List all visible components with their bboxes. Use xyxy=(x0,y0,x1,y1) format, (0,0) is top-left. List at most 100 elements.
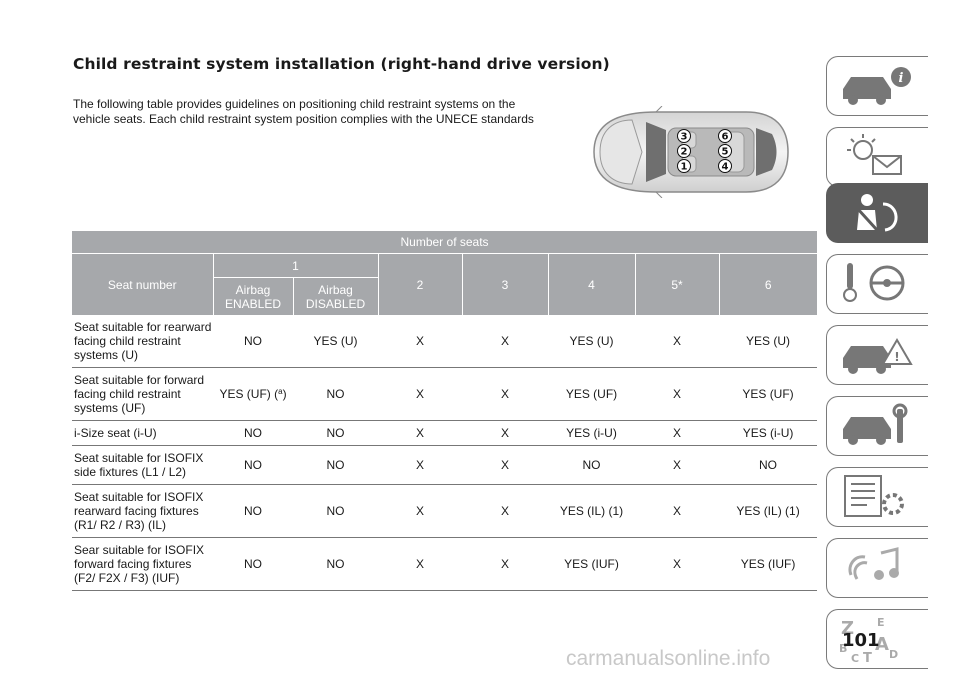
watermark: carmanualsonline.info xyxy=(566,647,771,670)
seat-6-cell: YES (U) xyxy=(719,315,818,368)
seat-1-header: 1 xyxy=(213,253,379,278)
seat-5-cell: X xyxy=(635,484,719,538)
seat-2-cell: X xyxy=(378,315,462,368)
seat-4-header: 4 xyxy=(548,253,636,315)
dashboard-lights-icon xyxy=(847,134,902,175)
seat-6-cell: YES (UF) xyxy=(719,367,818,421)
airbag-disabled-cell: NO xyxy=(293,445,378,485)
airbag-enabled-cell: NO xyxy=(213,445,293,485)
svg-text:Z: Z xyxy=(841,618,854,639)
seat-label-5: 5 xyxy=(722,147,729,158)
seat-2-cell: X xyxy=(378,484,462,538)
airbag-enabled-cell: NO xyxy=(213,537,293,591)
seat-label-4: 4 xyxy=(722,162,729,173)
seat-5-cell: X xyxy=(635,315,719,368)
row-label: Seat suitable for ISOFIX side fixtures (… xyxy=(72,445,213,485)
tab-car-info[interactable]: i xyxy=(826,56,928,116)
seat-5-cell: X xyxy=(635,367,719,421)
car-seat-diagram: 3 6 2 5 1 4 xyxy=(593,106,789,198)
page-number: 101 xyxy=(842,630,880,651)
seat-2-header: 2 xyxy=(378,253,463,315)
airbag-disabled-cell: NO xyxy=(293,484,378,538)
svg-text:E: E xyxy=(877,616,885,629)
seat-3-cell: X xyxy=(462,484,548,538)
row-label: Sear suitable for ISOFIX forward facing … xyxy=(72,537,213,591)
page-title: Child restraint system installation (rig… xyxy=(73,55,610,73)
row-label: Seat suitable for forward facing child r… xyxy=(72,367,213,421)
airbag-disabled-cell: YES (U) xyxy=(293,315,378,368)
airbag-disabled-cell: NO xyxy=(293,537,378,591)
index-letters-icon: Z E B A D C T xyxy=(839,616,898,662)
seat-label-1: 1 xyxy=(681,162,688,173)
airbag-enabled-cell: YES (UF) (a) xyxy=(213,367,293,421)
seat-label-2: 2 xyxy=(681,147,688,158)
seat-2-cell: X xyxy=(378,420,462,446)
seat-6-cell: NO xyxy=(719,445,818,485)
seat-4-cell: YES (UF) xyxy=(548,367,635,421)
tab-index[interactable]: Z E B A D C T xyxy=(826,609,928,669)
tab-technical-data[interactable] xyxy=(826,467,928,527)
airbag-enabled-cell: NO xyxy=(213,484,293,538)
seat-label-3: 3 xyxy=(681,132,688,143)
svg-text:A: A xyxy=(875,634,889,655)
seat-2-cell: X xyxy=(378,367,462,421)
number-of-seats-header: Number of seats xyxy=(72,231,818,254)
svg-text:T: T xyxy=(863,651,872,662)
airbag-enabled-header: Airbag ENABLED xyxy=(213,277,294,315)
table-row: i-Size seat (i-U) NO NO X X YES (i-U) X YES (i-… xyxy=(72,420,818,446)
svg-text:!: ! xyxy=(894,350,899,364)
airbag-disabled-cell: NO xyxy=(293,420,378,446)
seat-3-cell: X xyxy=(462,315,548,368)
tab-servicing[interactable] xyxy=(826,396,928,456)
table-row: Sear suitable for ISOFIX forward facing … xyxy=(72,537,818,591)
seat-4-cell: YES (IUF) xyxy=(548,537,635,591)
car-maintenance-icon xyxy=(843,403,908,445)
seat-6-cell: YES (IUF) xyxy=(719,537,818,591)
steering-key-icon xyxy=(843,263,905,302)
seat-4-cell: YES (i-U) xyxy=(548,420,635,446)
svg-text:i: i xyxy=(899,71,904,86)
airbag-disabled-header: Airbag DISABLED xyxy=(293,277,379,315)
table-row: Seat suitable for forward facing child r… xyxy=(72,367,818,421)
seat-6-cell: YES (IL) (1) xyxy=(719,484,818,538)
seat-5-cell: X xyxy=(635,537,719,591)
seat-3-cell: X xyxy=(462,367,548,421)
car-breakdown-icon: ! xyxy=(843,338,913,374)
airbag-enabled-cell: NO xyxy=(213,315,293,368)
seat-3-cell: X xyxy=(462,537,548,591)
multimedia-icon xyxy=(848,547,899,580)
seat-6-cell: YES (i-U) xyxy=(719,420,818,446)
table-row: Seat suitable for rearward facing child … xyxy=(72,315,818,368)
seat-6-header: 6 xyxy=(719,253,818,315)
seat-4-cell: YES (IL) (1) xyxy=(548,484,635,538)
airbag-disabled-cell: NO xyxy=(293,367,378,421)
seat-5-header: 5* xyxy=(635,253,720,315)
seat-5-cell: X xyxy=(635,445,719,485)
seat-label-6: 6 xyxy=(722,132,729,143)
tab-emergency[interactable]: ! xyxy=(826,325,928,385)
table-row: Seat suitable for ISOFIX side fixtures (… xyxy=(72,445,818,485)
table-row: Seat suitable for ISOFIX rearward facing… xyxy=(72,484,818,538)
tab-dashboard-lights[interactable] xyxy=(826,127,928,187)
seat-3-cell: X xyxy=(462,420,548,446)
svg-text:B: B xyxy=(839,642,847,655)
seat-3-cell: X xyxy=(462,445,548,485)
svg-text:C: C xyxy=(851,652,859,662)
seat-4-cell: YES (U) xyxy=(548,315,635,368)
tab-starting-driving[interactable] xyxy=(826,254,928,314)
tab-multimedia[interactable] xyxy=(826,538,928,598)
row-label: Seat suitable for ISOFIX rearward facing… xyxy=(72,484,213,538)
seat-2-cell: X xyxy=(378,445,462,485)
seat-number-header: Seat number xyxy=(72,253,214,315)
footnote-marker: a xyxy=(278,387,283,396)
technical-data-icon xyxy=(844,475,904,517)
seat-5-cell: X xyxy=(635,420,719,446)
car-info-icon: i xyxy=(843,67,911,105)
airbag-enabled-cell: NO xyxy=(213,420,293,446)
intro-paragraph: The following table provides guidelines … xyxy=(73,97,534,126)
svg-text:D: D xyxy=(889,648,898,661)
seatbelt-airbag-icon xyxy=(855,194,898,232)
seat-4-cell: NO xyxy=(548,445,635,485)
seat-3-header: 3 xyxy=(462,253,549,315)
tab-safety[interactable] xyxy=(826,183,928,243)
